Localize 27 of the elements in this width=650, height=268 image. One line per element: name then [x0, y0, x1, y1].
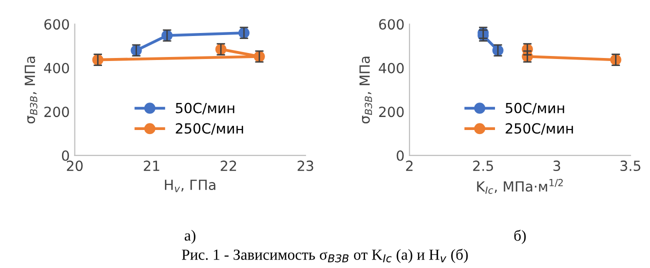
y-tick-label: 0: [396, 150, 404, 161]
text: б): [514, 230, 526, 244]
text: а): [184, 230, 196, 244]
y-tick-label: 400: [378, 62, 404, 74]
text: Рис. 1 - Зависимость σ$_{ВЗВ}$ от K$_{Ic}$ (а) и H$_{v}$ (б): [182, 248, 468, 263]
x-tick-label: 3.5: [620, 160, 640, 172]
x-tick-label: 2: [406, 160, 413, 171]
legend-label: 50С/мин: [176, 102, 234, 114]
legend-label: 250С/мин: [506, 123, 573, 135]
y-tick-label: 0: [62, 150, 69, 161]
y-axis-title: σ$_{ВЗВ}$, МПа: [360, 56, 372, 124]
x-tick-label: 22: [220, 160, 236, 171]
x-tick-label: 2.5: [473, 160, 493, 172]
x-axis-title: H$_{v}$, ГПа: [164, 180, 216, 192]
x-tick-label: 23: [298, 160, 314, 172]
y-tick-label: 600: [379, 19, 404, 30]
x-tick-label: 21: [144, 160, 160, 171]
legend-label: 250С/мин: [176, 123, 244, 135]
x-tick-label: 20: [66, 160, 83, 172]
y-tick-label: 200: [44, 106, 69, 118]
x-tick-label: 3: [553, 160, 560, 172]
x-axis-title: K$_{Ic}$, МПа·м$^{1/2}$: [477, 178, 563, 194]
legend-label: 50С/мин: [506, 102, 564, 114]
y-tick-label: 200: [379, 106, 404, 118]
y-tick-label: 600: [44, 19, 69, 30]
y-tick-label: 400: [44, 62, 69, 74]
y-axis-title: σ$_{ВЗВ}$, МПа: [24, 56, 38, 124]
